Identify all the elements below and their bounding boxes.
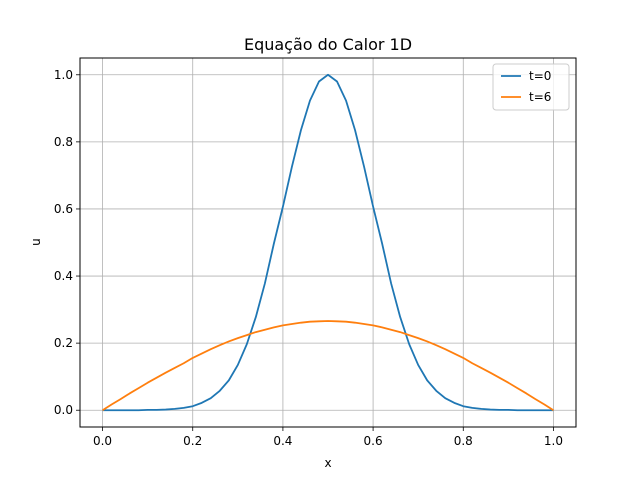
chart-title: Equação do Calor 1D [244,35,412,54]
y-axis-label: u [29,238,43,246]
x-tick-label: 1.0 [544,434,563,448]
series-line-t-0 [102,73,554,412]
series-line-t-6 [102,320,554,411]
y-tick-label: 1.0 [54,68,73,82]
y-tick-label: 0.2 [54,336,73,350]
x-tick-label: 0.4 [273,434,292,448]
series-layer [102,73,554,412]
plot-frame [79,57,577,428]
x-tick-label: 0.6 [364,434,383,448]
x-tick-label: 0.2 [183,434,202,448]
x-tick-label: 0.0 [93,434,112,448]
x-axis: 0.0 0.2 0.4 0.6 0.8 1.0 [93,427,563,448]
y-tick-label: 0.8 [54,135,73,149]
x-axis-label: x [324,456,331,470]
y-tick-label: 0.0 [54,403,73,417]
y-axis: 0.0 0.2 0.4 0.6 0.8 1.0 [54,68,80,417]
x-tick-label: 0.8 [454,434,473,448]
y-tick-label: 0.4 [54,269,73,283]
legend-label: t=6 [529,90,551,104]
legend: t=0 t=6 [492,63,570,111]
y-tick-label: 0.6 [54,202,73,216]
grid-lines [80,58,576,427]
legend-label: t=0 [529,69,551,83]
